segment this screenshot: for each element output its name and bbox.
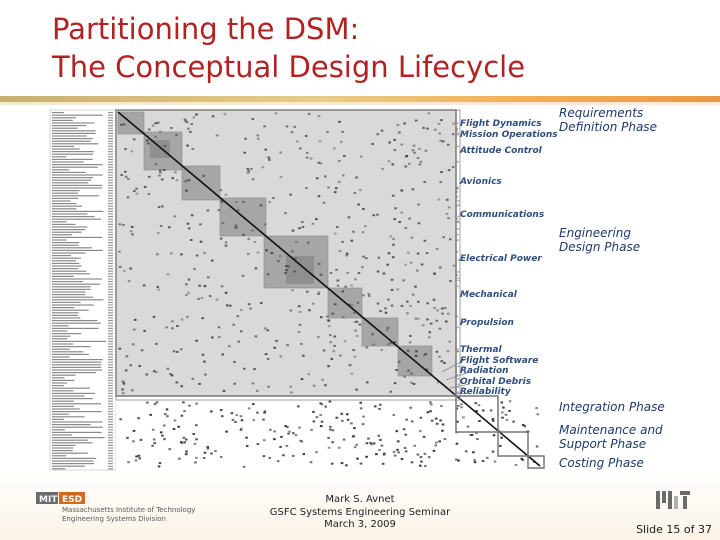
module-label-radiation: Radiation	[460, 366, 509, 376]
mit-esd-logo: MIT ESD	[36, 490, 96, 510]
row-labels-column	[49, 109, 117, 471]
module-label-mission-operations: Mission Operations	[460, 130, 558, 140]
costing-phase-box	[527, 455, 545, 469]
module-label-thermal: Thermal	[460, 345, 502, 355]
slide-number: Slide 15 of 37	[636, 523, 712, 536]
maintenance-phase-box	[497, 431, 529, 457]
dependency-marks	[118, 112, 540, 468]
phase-requirements-definition: Requirements Definition Phase	[559, 106, 657, 134]
esd-division-name: Engineering Systems Division	[62, 515, 166, 523]
title-line-2: The Conceptual Design Lifecycle	[52, 50, 526, 84]
module-label-reliability: Reliability	[460, 387, 511, 397]
integration-phase-box	[455, 395, 499, 433]
connector-reliability	[453, 392, 471, 395]
phase-costing: Costing Phase	[559, 456, 644, 470]
slide-footer: Mark S. Avnet GSFC Systems Engineering S…	[250, 494, 470, 532]
phase-maintenance-support: Maintenance and Support Phase	[559, 423, 663, 451]
title-divider	[0, 96, 720, 102]
matrix-lower-area	[116, 396, 540, 470]
connector-flight-software	[441, 357, 469, 373]
mit-logo-box	[36, 492, 58, 504]
mit-institute-name: Massachusetts Institute of Technology	[62, 506, 196, 514]
module-label-flight-software: Flight Software	[460, 356, 539, 366]
module-label-attitude-control: Attitude Control	[460, 146, 542, 156]
connector-radiation	[445, 371, 471, 381]
footer-event: GSFC Systems Engineering Seminar	[269, 506, 451, 518]
phase-integration: Integration Phase	[559, 400, 665, 414]
title-line-1: Partitioning the DSM:	[52, 12, 360, 46]
esd-logo-text: ESD	[62, 495, 82, 505]
conceptual-outline	[115, 109, 461, 401]
slide-title: Partitioning the DSM: The Conceptual Des…	[52, 10, 525, 86]
module-label-communications: Communications	[460, 210, 545, 220]
footer-author: Mark S. Avnet	[325, 494, 395, 505]
module-label-avionics: Avionics	[460, 177, 502, 187]
phase-engineering-design: Engineering Design Phase	[559, 226, 641, 254]
mit-logo-right	[656, 491, 692, 515]
connector-orbital-debris	[449, 383, 471, 389]
mit-logo-text: MIT	[39, 495, 58, 505]
module-label-electrical-power: Electrical Power	[460, 254, 542, 264]
title-divider-shadow	[0, 102, 720, 105]
esd-logo-box	[59, 492, 85, 504]
module-label-orbital-debris: Orbital Debris	[460, 377, 532, 387]
footer-date: March 3, 2009	[324, 519, 396, 530]
mit-esd-logo-caption: Massachusetts Institute of Technology En…	[62, 506, 195, 524]
mit-esd-logo-mark: MIT ESD	[36, 492, 85, 505]
mit-logo-icon	[656, 491, 690, 509]
module-label-propulsion: Propulsion	[460, 318, 514, 328]
module-label-flight-dynamics: Flight Dynamics	[460, 119, 542, 129]
matrix-diagonal	[117, 111, 541, 467]
module-label-mechanical: Mechanical	[460, 290, 517, 300]
